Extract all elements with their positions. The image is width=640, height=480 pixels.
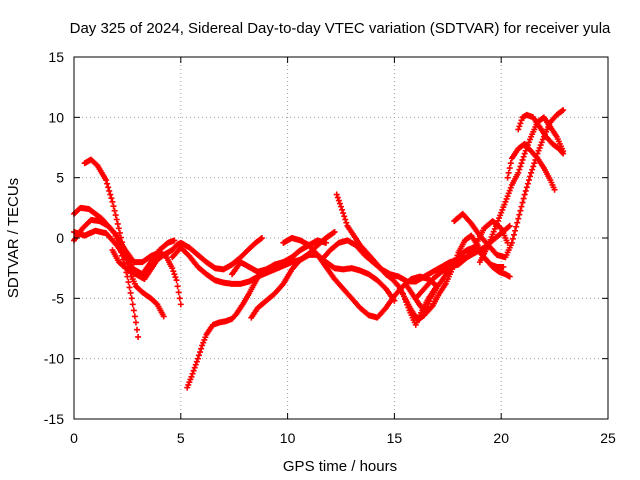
data-point-markers xyxy=(412,218,511,302)
data-point-markers xyxy=(109,235,265,283)
plot-marks xyxy=(71,107,567,391)
data-point-markers xyxy=(504,140,558,193)
series-arc-16 xyxy=(451,107,567,261)
series-arc-7 xyxy=(184,271,263,391)
y-tick-label: -15 xyxy=(44,411,64,427)
series-arc-17 xyxy=(476,114,567,266)
chart-title: Day 325 of 2024, Sidereal Day-to-day VTE… xyxy=(70,20,611,37)
x-tick-label: 5 xyxy=(177,430,185,446)
y-tick-label: 10 xyxy=(48,109,64,125)
x-tick-label: 10 xyxy=(280,430,296,446)
series-arc-9 xyxy=(229,237,330,278)
axis-ticks: 0 5 10 15 20 25 -15 -10 -5 0 5 10 15 xyxy=(44,49,616,446)
data-point-markers xyxy=(229,237,330,278)
series-arc-1 xyxy=(81,156,167,320)
x-axis-title: GPS time / hours xyxy=(283,458,397,475)
data-point-markers xyxy=(184,271,263,391)
y-tick-label: 0 xyxy=(56,230,64,246)
series-arc-19 xyxy=(515,111,567,157)
y-tick-label: -10 xyxy=(44,351,64,367)
data-point-markers xyxy=(476,114,567,266)
data-point-markers xyxy=(81,156,167,320)
series-arc-15 xyxy=(412,218,511,302)
y-tick-label: 15 xyxy=(48,49,64,65)
series-arc-18 xyxy=(504,140,558,193)
x-tick-label: 15 xyxy=(387,430,403,446)
y-axis-title: SDTVAR / TECUs xyxy=(5,178,22,298)
x-tick-label: 25 xyxy=(600,430,616,446)
data-point-markers xyxy=(451,107,567,261)
grid xyxy=(74,57,608,419)
series-arc-5 xyxy=(109,235,265,283)
x-tick-label: 20 xyxy=(493,430,509,446)
y-tick-label: -5 xyxy=(52,290,65,306)
x-tick-label: 0 xyxy=(70,430,78,446)
y-tick-label: 5 xyxy=(56,170,64,186)
data-point-markers xyxy=(515,111,567,157)
